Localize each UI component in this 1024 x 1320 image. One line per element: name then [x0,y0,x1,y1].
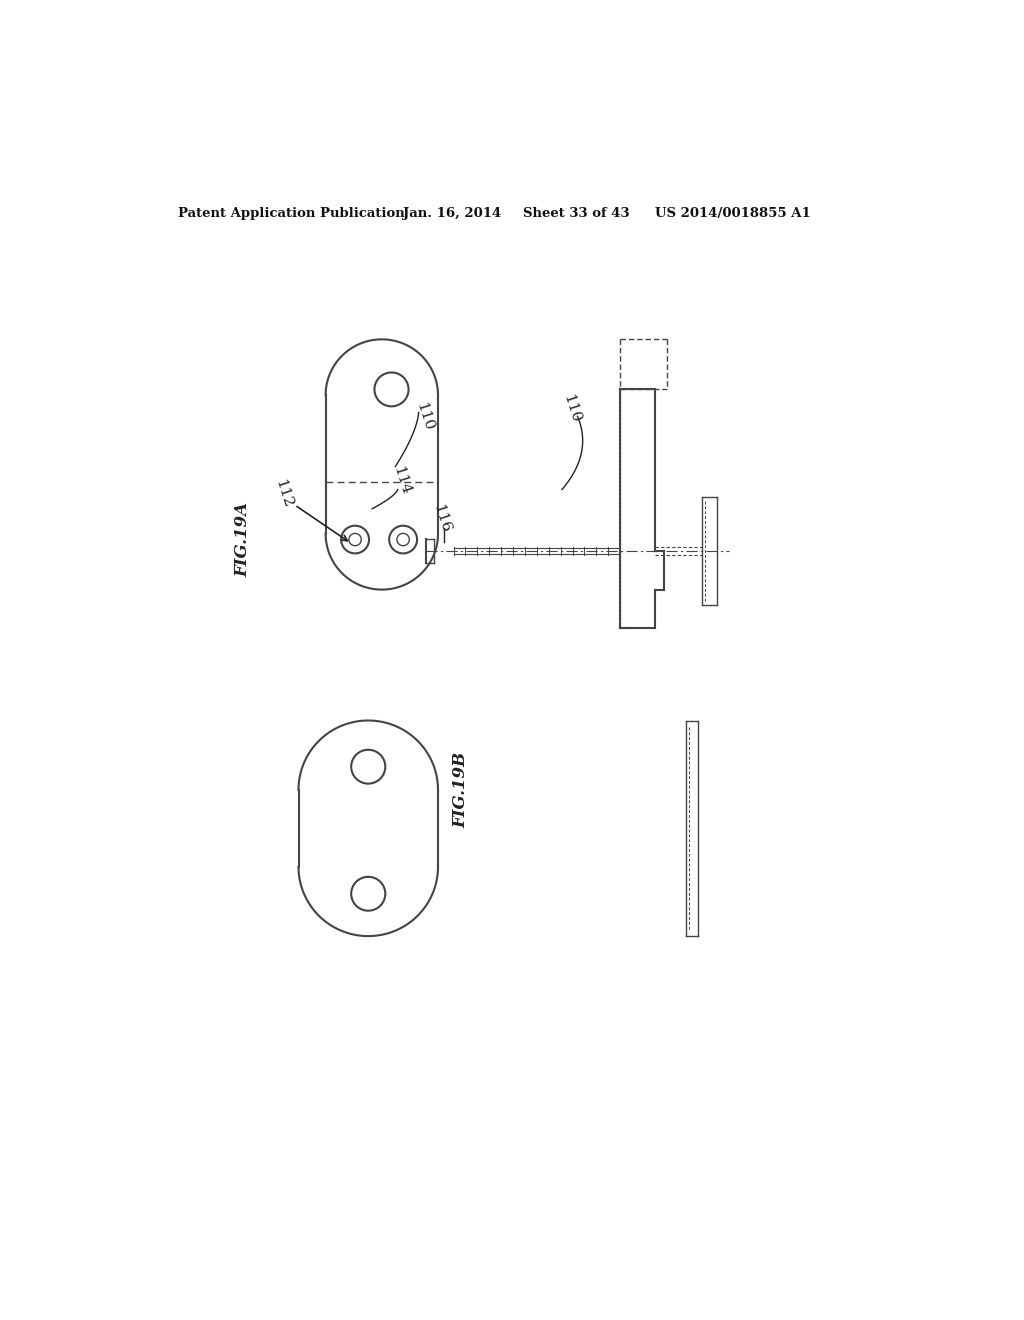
Text: FIG.19B: FIG.19B [453,751,470,828]
Text: Patent Application Publication: Patent Application Publication [178,207,406,220]
Text: 110: 110 [413,400,435,433]
Text: 112: 112 [271,478,294,510]
Text: 114: 114 [390,465,413,496]
Text: FIG.19A: FIG.19A [234,502,251,577]
Text: US 2014/0018855 A1: US 2014/0018855 A1 [655,207,811,220]
Text: Sheet 33 of 43: Sheet 33 of 43 [523,207,630,220]
Text: Jan. 16, 2014: Jan. 16, 2014 [403,207,502,220]
Text: 116: 116 [430,503,453,535]
Text: 110: 110 [560,392,583,425]
